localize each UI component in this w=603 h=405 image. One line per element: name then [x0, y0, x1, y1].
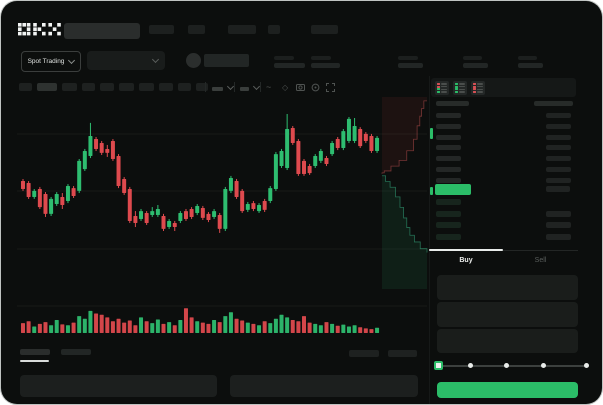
- ask-price-skeleton: [436, 167, 461, 172]
- submit-buy-button[interactable]: [437, 382, 578, 398]
- last-price-skeleton: [204, 54, 249, 67]
- nav-item-1[interactable]: [149, 25, 174, 34]
- search-input[interactable]: [64, 23, 140, 39]
- book-header-price: [436, 101, 469, 106]
- book-row-value: [546, 186, 570, 192]
- bid-price-skeleton: [436, 222, 461, 229]
- indicators-dropdown[interactable]: [212, 82, 235, 93]
- timeframe-pill-9[interactable]: [178, 83, 191, 91]
- bid-amount-skeleton: [546, 222, 571, 229]
- bid-amount-skeleton: [546, 234, 571, 241]
- nav-item-4[interactable]: [268, 25, 280, 34]
- book-header-amount: [534, 101, 573, 106]
- ask-price-skeleton: [436, 123, 461, 129]
- bottom-panel-1: [20, 375, 217, 397]
- order-book-toolbar: [431, 78, 576, 97]
- ask-amount-skeleton: [546, 113, 571, 118]
- book-flash-marker: [430, 128, 433, 139]
- ask-amount-skeleton: [546, 156, 571, 162]
- order-book-panel: [429, 76, 579, 404]
- timeframe-pill-10[interactable]: [196, 83, 208, 91]
- book-flash-marker: [430, 187, 433, 195]
- bid-price-skeleton: [436, 199, 461, 205]
- market-mode-selector[interactable]: Spot Trading: [21, 51, 81, 72]
- line-type-icon[interactable]: ~: [266, 82, 272, 92]
- book-view-bids-icon[interactable]: [453, 81, 467, 95]
- last-price-highlight[interactable]: [435, 184, 471, 195]
- total-field[interactable]: [437, 329, 578, 353]
- camera-icon[interactable]: [296, 83, 305, 91]
- timeframe-pill-1[interactable]: [19, 83, 32, 91]
- timeframe-pill-2[interactable]: [37, 83, 57, 91]
- active-tab-underline: [429, 249, 503, 251]
- ask-amount-skeleton: [546, 134, 571, 140]
- amount-field[interactable]: [437, 302, 578, 327]
- toolbar-divider: [260, 82, 261, 92]
- amount-slider-track[interactable]: [438, 365, 587, 367]
- trade-tabs-divider: [429, 250, 578, 251]
- ask-amount-skeleton: [546, 145, 571, 151]
- price-field[interactable]: [437, 275, 578, 300]
- slider-stop-100[interactable]: [584, 363, 589, 368]
- bottom-action-2[interactable]: [388, 350, 417, 357]
- pair-selector[interactable]: [87, 51, 165, 70]
- ask-price-skeleton: [436, 145, 461, 151]
- bottom-tab-orders[interactable]: [20, 349, 50, 355]
- market-mode-label: Spot Trading: [27, 58, 65, 65]
- ask-price-skeleton: [436, 156, 461, 162]
- bottom-tab-history[interactable]: [61, 349, 91, 355]
- ask-price-skeleton: [436, 134, 461, 140]
- timeframe-pill-8[interactable]: [159, 83, 173, 91]
- toolbar-divider: [205, 82, 206, 92]
- timeframe-pill-4[interactable]: [82, 83, 95, 91]
- ask-price-skeleton: [436, 177, 461, 183]
- ask-amount-skeleton: [546, 177, 571, 183]
- okx-logo: [18, 23, 61, 36]
- nav-item-2[interactable]: [188, 25, 205, 34]
- slider-stop-50[interactable]: [504, 363, 509, 368]
- book-view-both-icon[interactable]: [435, 81, 449, 95]
- timeframe-pill-7[interactable]: [139, 83, 154, 91]
- bottom-panel-2: [230, 375, 418, 397]
- fullscreen-icon[interactable]: [326, 83, 335, 92]
- token-avatar: [186, 53, 201, 68]
- bid-price-skeleton: [436, 234, 461, 241]
- tab-sell[interactable]: Sell: [534, 257, 547, 264]
- bid-price-skeleton: [436, 210, 461, 217]
- bottom-action-1[interactable]: [349, 350, 379, 357]
- draw-icon[interactable]: ◇: [282, 83, 289, 92]
- tab-buy[interactable]: Buy: [459, 257, 473, 264]
- toolbar-divider: [234, 82, 235, 92]
- slider-stop-75[interactable]: [541, 363, 546, 368]
- ask-amount-skeleton: [546, 123, 571, 129]
- timeframe-pill-3[interactable]: [62, 83, 77, 91]
- nav-item-5[interactable]: [311, 25, 338, 34]
- slider-stop-25[interactable]: [468, 363, 473, 368]
- nav-item-3[interactable]: [228, 25, 256, 34]
- timeframe-pill-6[interactable]: [119, 83, 134, 91]
- ask-amount-skeleton: [546, 167, 571, 172]
- book-view-asks-icon[interactable]: [471, 81, 485, 95]
- timeframe-pill-5[interactable]: [100, 83, 114, 91]
- display-dropdown[interactable]: [240, 82, 261, 93]
- bid-amount-skeleton: [546, 210, 571, 217]
- slider-handle[interactable]: [434, 361, 443, 370]
- ask-price-skeleton: [436, 113, 461, 118]
- settings-icon[interactable]: [311, 83, 320, 92]
- bottom-tab-underline: [20, 360, 49, 362]
